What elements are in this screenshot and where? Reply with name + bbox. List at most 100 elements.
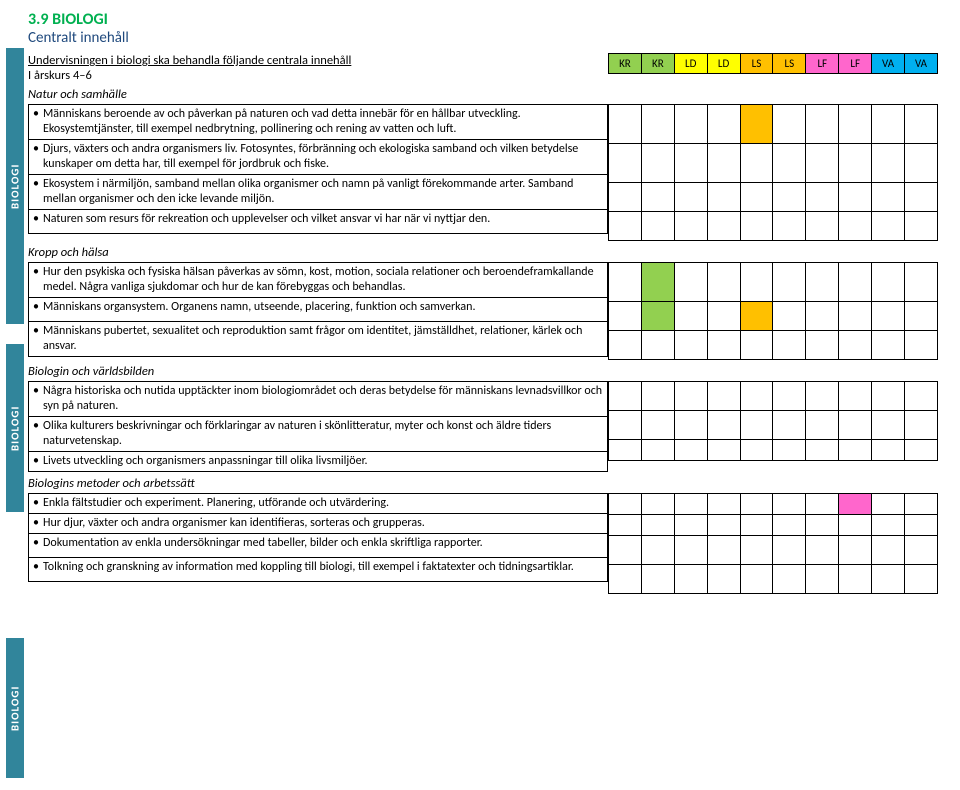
grid-cell (740, 144, 773, 183)
grid-cell (806, 440, 839, 461)
grid-cell (707, 515, 740, 536)
grid-cell (806, 105, 839, 144)
grid-cell (839, 144, 872, 183)
grid-cell (609, 302, 642, 331)
header-cell: VA (872, 54, 905, 74)
grid-cell (872, 382, 905, 411)
grid-cell (773, 536, 806, 565)
grid-cell (872, 331, 905, 360)
grid-cell (905, 144, 938, 183)
content-cell: •Olika kulturers beskrivningar och förkl… (29, 417, 608, 452)
grid-cell (806, 536, 839, 565)
grid-cell (641, 382, 674, 411)
grid-cell (674, 302, 707, 331)
grid-cell (773, 212, 806, 241)
grid-cell (707, 494, 740, 515)
content-table: •Några historiska och nutida upptäckter … (28, 381, 608, 472)
grid-cell (707, 144, 740, 183)
grid-cell (707, 302, 740, 331)
content-cell: •Naturen som resurs för rekreation och u… (29, 210, 608, 234)
grid-cell (674, 411, 707, 440)
grid-cell (872, 494, 905, 515)
grid-cell (641, 411, 674, 440)
grid-cell (839, 515, 872, 536)
grid-cell (707, 105, 740, 144)
content-table: •Hur den psykiska och fysiska hälsan påv… (28, 262, 608, 357)
color-grid (608, 381, 938, 461)
content-cell: •Hur den psykiska och fysiska hälsan påv… (29, 263, 608, 298)
grid-cell (740, 440, 773, 461)
grid-cell (740, 515, 773, 536)
grid-cell (740, 105, 773, 144)
page-subtitle: Centralt innehåll (28, 29, 950, 47)
header-cell: KR (641, 54, 674, 74)
grid-cell (641, 440, 674, 461)
grid-cell (609, 515, 642, 536)
grid-cell (707, 331, 740, 360)
header-grid: KRKRLDLDLSLSLFLFVAVA (608, 53, 938, 74)
grid-cell (905, 331, 938, 360)
grid-cell (905, 494, 938, 515)
grid-cell (905, 183, 938, 212)
grid-cell (641, 183, 674, 212)
vertical-tab-1: BIOLOGI (6, 48, 24, 324)
grid-cell (872, 263, 905, 302)
grid-cell (872, 515, 905, 536)
grid-cell (839, 440, 872, 461)
content-cell: •Människans pubertet, sexualitet och rep… (29, 322, 608, 357)
grid-cell (641, 331, 674, 360)
grid-cell (839, 105, 872, 144)
grid-cell (839, 382, 872, 411)
grid-cell (773, 331, 806, 360)
grid-cell (839, 183, 872, 212)
grid-cell (641, 263, 674, 302)
grid-cell (707, 263, 740, 302)
grid-cell (740, 183, 773, 212)
grid-cell (806, 212, 839, 241)
content-cell: •Djurs, växters och andra organismers li… (29, 140, 608, 175)
intro-text: Undervisningen i biologi ska behandla fö… (28, 53, 596, 68)
grid-cell (609, 382, 642, 411)
grid-cell (674, 331, 707, 360)
grid-cell (674, 515, 707, 536)
grid-cell (740, 411, 773, 440)
header-cell: LD (707, 54, 740, 74)
grid-cell (674, 382, 707, 411)
grid-cell (773, 302, 806, 331)
content-table: •Människans beroende av och påverkan på … (28, 104, 608, 234)
color-grid (608, 262, 938, 360)
grid-cell (872, 411, 905, 440)
grid-cell (609, 411, 642, 440)
grid-cell (839, 331, 872, 360)
grid-cell (674, 565, 707, 594)
grid-cell (872, 440, 905, 461)
tab-label: BIOLOGI (9, 405, 22, 450)
grid-cell (806, 494, 839, 515)
grid-cell (773, 565, 806, 594)
header-cell: LS (740, 54, 773, 74)
tab-label: BIOLOGI (9, 163, 22, 208)
grid-cell (740, 212, 773, 241)
grid-cell (806, 144, 839, 183)
header-cell: LD (674, 54, 707, 74)
grid-cell (905, 382, 938, 411)
grid-cell (641, 494, 674, 515)
grid-cell (674, 183, 707, 212)
grid-cell (740, 331, 773, 360)
content-table: •Enkla fältstudier och experiment. Plane… (28, 493, 608, 582)
grid-cell (707, 565, 740, 594)
grid-cell (609, 440, 642, 461)
grid-cell (839, 212, 872, 241)
grid-cell (641, 105, 674, 144)
content-cell: •Tolkning och granskning av information … (29, 558, 608, 582)
grid-cell (773, 494, 806, 515)
grid-cell (905, 105, 938, 144)
grid-cell (674, 105, 707, 144)
grid-cell (839, 536, 872, 565)
grid-cell (609, 565, 642, 594)
vertical-tab-2: BIOLOGI (6, 344, 24, 512)
header-cell: VA (905, 54, 938, 74)
page-title: 3.9 BIOLOGI (28, 10, 950, 29)
content-cell: •Dokumentation av enkla undersökningar m… (29, 534, 608, 558)
grid-cell (806, 331, 839, 360)
